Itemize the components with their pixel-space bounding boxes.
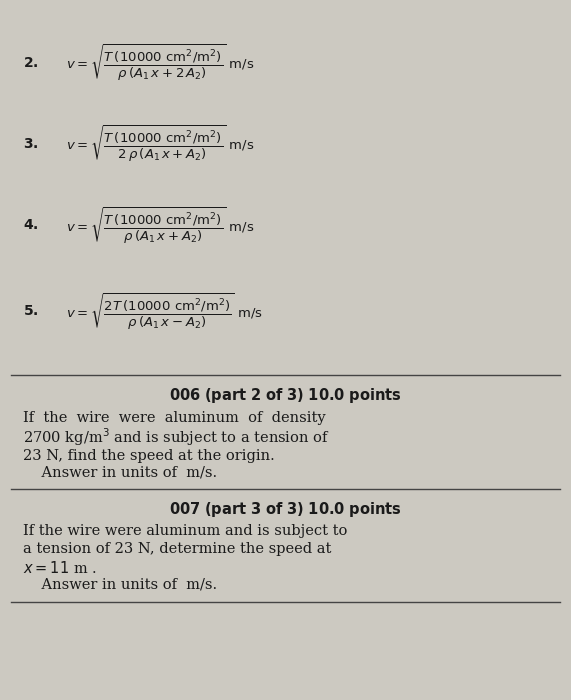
Text: $v = \sqrt{\dfrac{T\,(10000\ \mathrm{cm}^2/\mathrm{m}^2)}{\rho\,(A_1\,x + 2\,A_2: $v = \sqrt{\dfrac{T\,(10000\ \mathrm{cm}…: [66, 43, 254, 83]
Text: $\mathbf{007\ (part\ 3\ of\ 3)\ 10.0\ points}$: $\mathbf{007\ (part\ 3\ of\ 3)\ 10.0\ po…: [169, 500, 402, 519]
Text: $\mathbf{006\ (part\ 2\ of\ 3)\ 10.0\ points}$: $\mathbf{006\ (part\ 2\ of\ 3)\ 10.0\ po…: [169, 386, 402, 405]
Text: 23 N, find the speed at the origin.: 23 N, find the speed at the origin.: [23, 449, 275, 463]
Text: $\mathbf{2.}$: $\mathbf{2.}$: [23, 56, 38, 70]
Text: $\mathbf{4.}$: $\mathbf{4.}$: [23, 218, 38, 232]
Text: a tension of 23 N, determine the speed at: a tension of 23 N, determine the speed a…: [23, 542, 331, 556]
Text: Answer in units of  m/s.: Answer in units of m/s.: [23, 578, 217, 592]
Text: 2700 kg/m$^3$ and is subject to a tension of: 2700 kg/m$^3$ and is subject to a tensio…: [23, 426, 329, 449]
Text: If the wire were aluminum and is subject to: If the wire were aluminum and is subject…: [23, 524, 347, 538]
Text: $v = \sqrt{\dfrac{T\,(10000\ \mathrm{cm}^2/\mathrm{m}^2)}{\rho\,(A_1\,x + A_2)}}: $v = \sqrt{\dfrac{T\,(10000\ \mathrm{cm}…: [66, 205, 254, 246]
Text: Answer in units of  m/s.: Answer in units of m/s.: [23, 466, 217, 480]
Text: $\mathbf{3.}$: $\mathbf{3.}$: [23, 136, 38, 150]
Text: $v = \sqrt{\dfrac{2T\,(10000\ \mathrm{cm}^2/\mathrm{m}^2)}{\rho\,(A_1\,x - A_2)}: $v = \sqrt{\dfrac{2T\,(10000\ \mathrm{cm…: [66, 291, 263, 332]
Text: $\mathbf{5.}$: $\mathbf{5.}$: [23, 304, 38, 318]
Text: If  the  wire  were  aluminum  of  density: If the wire were aluminum of density: [23, 411, 325, 425]
Text: $x = 11$ m .: $x = 11$ m .: [23, 561, 97, 576]
Text: $v = \sqrt{\dfrac{T\,(10000\ \mathrm{cm}^2/\mathrm{m}^2)}{2\,\rho\,(A_1\,x + A_2: $v = \sqrt{\dfrac{T\,(10000\ \mathrm{cm}…: [66, 123, 254, 164]
